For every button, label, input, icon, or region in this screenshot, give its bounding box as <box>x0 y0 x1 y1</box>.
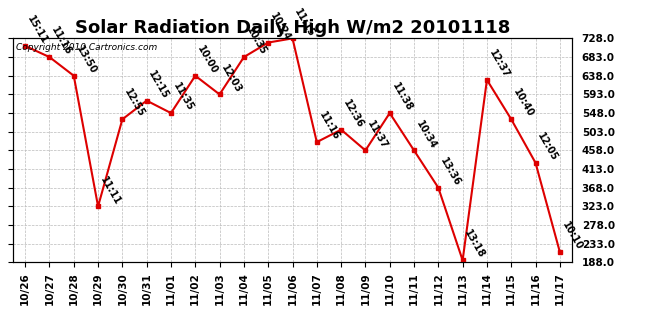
Title: Solar Radiation Daily High W/m2 20101118: Solar Radiation Daily High W/m2 20101118 <box>75 19 510 37</box>
Text: 10:10: 10:10 <box>560 220 584 252</box>
Text: 11:16: 11:16 <box>317 110 341 142</box>
Text: 10:24: 10:24 <box>268 11 292 43</box>
Text: 11:16: 11:16 <box>49 25 73 57</box>
Text: 12:03: 12:03 <box>220 62 244 94</box>
Text: 13:50: 13:50 <box>73 44 98 76</box>
Text: 12:15: 12:15 <box>147 69 171 100</box>
Text: 10:34: 10:34 <box>414 118 438 150</box>
Text: Copyright 2010 Cartronics.com: Copyright 2010 Cartronics.com <box>16 43 157 52</box>
Text: 12:55: 12:55 <box>122 87 146 119</box>
Text: 11:15: 11:15 <box>292 6 317 38</box>
Text: 10:40: 10:40 <box>512 87 536 119</box>
Text: 10:00: 10:00 <box>195 44 220 76</box>
Text: 11:35: 11:35 <box>171 81 195 113</box>
Text: 13:18: 13:18 <box>463 228 487 260</box>
Text: 11:37: 11:37 <box>365 118 389 150</box>
Text: 13:36: 13:36 <box>438 156 463 188</box>
Text: 12:36: 12:36 <box>341 98 365 130</box>
Text: 11:38: 11:38 <box>390 81 414 113</box>
Text: 15:11: 15:11 <box>25 14 49 46</box>
Text: 10:35: 10:35 <box>244 25 268 57</box>
Text: 12:05: 12:05 <box>536 131 560 163</box>
Text: 12:37: 12:37 <box>487 48 511 80</box>
Text: 11:11: 11:11 <box>98 174 122 206</box>
